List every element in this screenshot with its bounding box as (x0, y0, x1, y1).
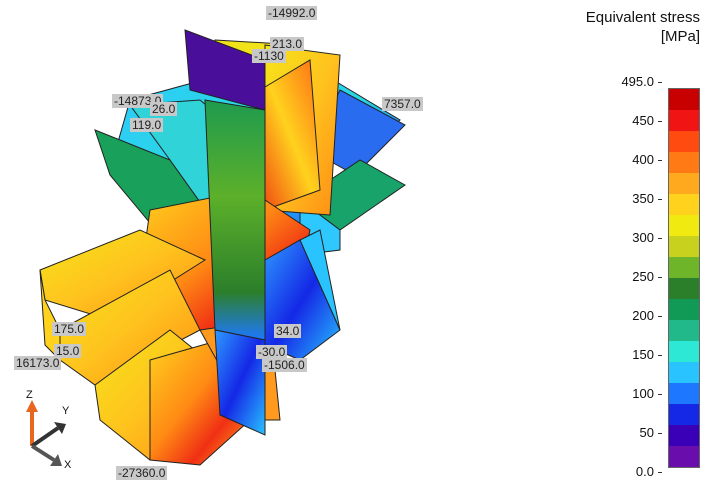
color-scale-tick-label: 450 (632, 113, 654, 128)
vertical-plate-green[interactable] (204, 99, 266, 341)
color-scale-tick-label: 495.0 (621, 74, 654, 89)
color-scale-tick-label: 100 (632, 386, 654, 401)
x-axis-arrowhead (50, 454, 62, 466)
annotation-label: 119.0 (130, 118, 164, 132)
color-scale-tick-label: 200 (632, 308, 654, 323)
color-scale-tick-label: 250 (632, 269, 654, 284)
legend-title-line1: Equivalent stress (585, 9, 700, 26)
annotation-label: -14992.0 (266, 6, 318, 20)
annotation-label: -27360.0 (116, 466, 168, 480)
coordinate-triad: Z Y X (26, 389, 72, 471)
annotation-label: 7357.0 (382, 97, 423, 111)
color-scale-tick-label: 150 (632, 347, 654, 362)
color-scale-tick-label: 0.0 (635, 464, 654, 479)
color-scale-tick-label: 300 (632, 230, 654, 245)
annotation-label: 26.0 (150, 102, 178, 116)
x-axis-label: X (64, 459, 72, 471)
legend-title: Equivalent stress [MPa] (586, 8, 700, 46)
color-scale-tick-label: 350 (632, 191, 654, 206)
annotation-label: -1130 (252, 49, 286, 63)
y-axis-arrow (30, 426, 60, 448)
annotation-label: 16173.0 (14, 356, 62, 370)
color-scale-tick-mark (658, 199, 662, 200)
annotation-label: 34.0 (274, 324, 302, 338)
color-scale-tick-mark (658, 238, 662, 239)
color-scale-tick-label: 50 (639, 425, 654, 440)
color-scale-tick-mark (658, 121, 662, 122)
color-scale-tick-mark (658, 433, 662, 434)
color-scale-tick-label: 400 (632, 152, 654, 167)
x-axis-arrow (30, 444, 56, 462)
color-scale-tick-mark (658, 82, 662, 83)
legend-title-units: [MPa] (660, 28, 700, 45)
annotation-label: -30.0 (256, 345, 288, 359)
annotation-label: 175.0 (52, 322, 87, 336)
z-axis-label: Z (26, 389, 33, 401)
annotation-label: 15.0 (54, 344, 82, 358)
annotation-label: -1506.0 (262, 358, 307, 372)
color-scale-tick-mark (658, 472, 662, 473)
annotation-label: 213.0 (270, 37, 305, 51)
y-axis-arrowhead (54, 422, 66, 434)
z-axis-arrowhead (26, 400, 38, 412)
color-scale-tick-mark (658, 394, 662, 395)
color-scale-tick-mark (658, 160, 662, 161)
color-scale-bar (668, 88, 700, 468)
plate-right-lower-cyan[interactable] (299, 229, 341, 331)
vertical-plate-blue-bottom[interactable] (214, 329, 266, 436)
color-scale-tick-mark (658, 316, 662, 317)
color-scale-tick-mark (658, 355, 662, 356)
color-scale-tick-mark (658, 277, 662, 278)
y-axis-label: Y (62, 405, 70, 417)
